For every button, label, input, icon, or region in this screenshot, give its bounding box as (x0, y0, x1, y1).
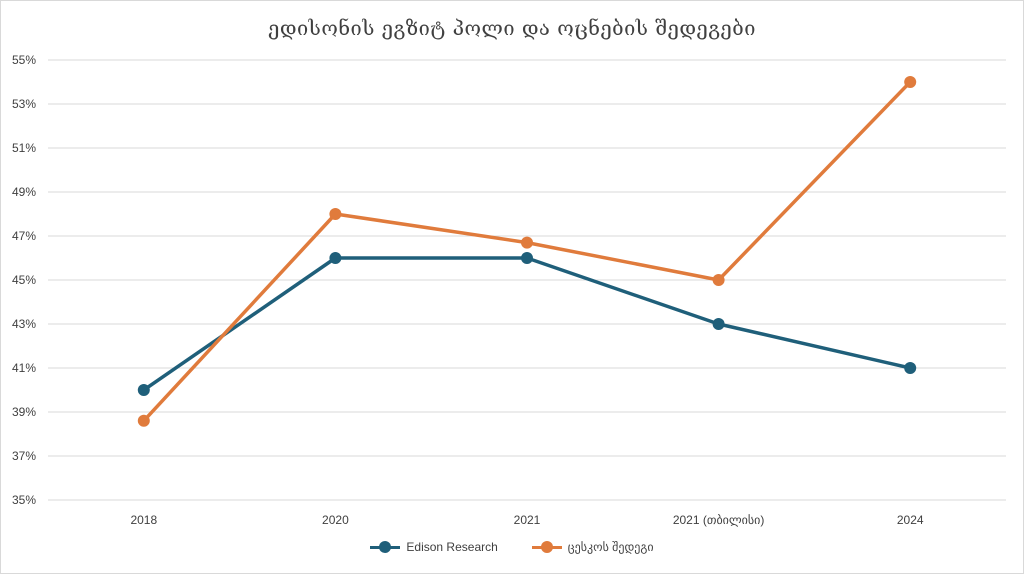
y-tick-label: 43% (12, 317, 36, 331)
y-tick-label: 51% (12, 141, 36, 155)
data-point-0 (137, 384, 150, 396)
data-point-1 (137, 414, 150, 427)
data-point-0 (329, 252, 342, 264)
y-tick-label: 47% (12, 229, 36, 243)
chart-title: ედისონის ეგზიტ პოლი და ოცნების შედეგები (268, 16, 756, 40)
series-line-1 (142, 80, 912, 422)
data-point-1 (329, 208, 342, 220)
y-tick-label: 37% (12, 449, 36, 463)
y-tick-label: 41% (12, 361, 36, 375)
data-point-0 (521, 252, 533, 264)
data-point-0 (712, 318, 725, 330)
y-tick-label: 49% (12, 185, 36, 199)
x-tick-label: 2021 (თბილისი) (673, 513, 765, 527)
chart-legend: Edison Research ცესკოს შედეგი (0, 540, 1024, 554)
legend-label-edison: Edison Research (406, 540, 498, 554)
legend-swatch-edison (370, 541, 401, 553)
x-tick-label: 2024 (897, 513, 924, 527)
y-tick-label: 35% (12, 493, 36, 507)
legend-swatch-cesko (531, 541, 562, 553)
legend-label-cesko: ცესკოს შედეგი (567, 540, 654, 554)
data-point-1 (904, 76, 917, 88)
data-point-1 (521, 236, 533, 249)
y-tick-label: 53% (12, 97, 36, 111)
legend-item-edison: Edison Research (370, 540, 498, 554)
x-tick-label: 2021 (514, 513, 541, 527)
data-point-0 (904, 362, 917, 374)
x-tick-label: 2018 (130, 513, 157, 527)
legend-item-cesko: ცესკოს შედეგი (531, 540, 654, 554)
y-tick-label: 55% (12, 53, 36, 67)
x-tick-label: 2020 (322, 513, 349, 527)
data-point-1 (712, 274, 725, 286)
y-tick-label: 45% (12, 273, 36, 287)
y-tick-label: 39% (12, 405, 36, 419)
